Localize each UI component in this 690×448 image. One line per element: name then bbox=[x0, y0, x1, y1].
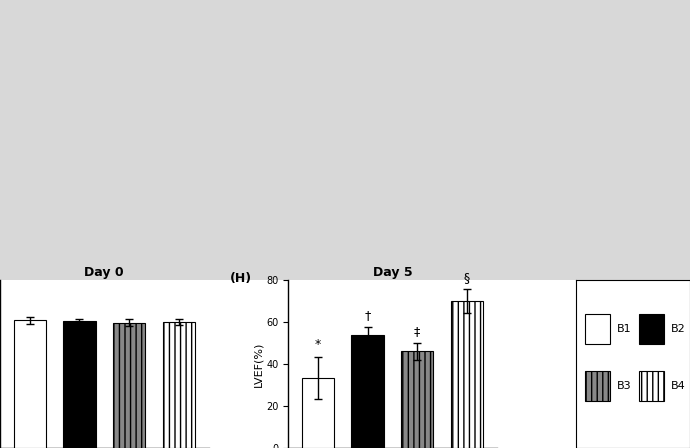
Text: †: † bbox=[364, 309, 371, 322]
Bar bbox=[302, 378, 334, 448]
Bar bbox=[451, 301, 483, 448]
Title: Day 5: Day 5 bbox=[373, 266, 412, 279]
Text: B3: B3 bbox=[618, 381, 632, 391]
Bar bbox=[113, 323, 145, 448]
Y-axis label: LVEF(%): LVEF(%) bbox=[253, 341, 264, 387]
Bar bbox=[585, 371, 611, 401]
Bar bbox=[401, 351, 433, 448]
Bar bbox=[639, 371, 664, 401]
Title: Day 0: Day 0 bbox=[84, 266, 124, 279]
Text: ‡: ‡ bbox=[414, 325, 420, 338]
Text: §: § bbox=[464, 271, 470, 284]
Bar bbox=[14, 320, 46, 448]
Text: *: * bbox=[315, 338, 321, 351]
Text: B4: B4 bbox=[671, 381, 685, 391]
Bar bbox=[351, 335, 384, 448]
Text: B1: B1 bbox=[618, 324, 632, 334]
Bar bbox=[163, 322, 195, 448]
Text: B2: B2 bbox=[671, 324, 685, 334]
Bar bbox=[585, 314, 611, 344]
Bar bbox=[63, 321, 96, 448]
Bar bbox=[639, 314, 664, 344]
Text: (H): (H) bbox=[230, 271, 252, 284]
